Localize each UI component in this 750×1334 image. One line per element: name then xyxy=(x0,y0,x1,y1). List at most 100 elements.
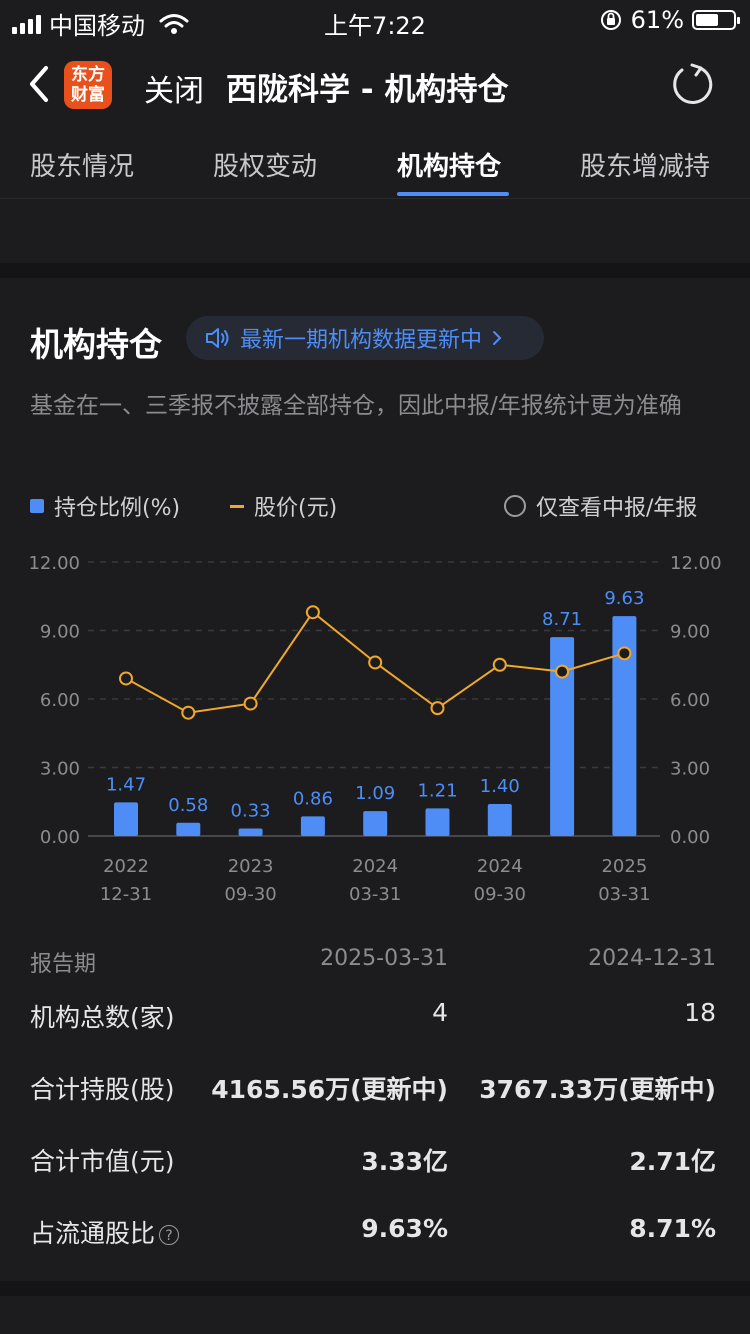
section-title: 机构持仓 xyxy=(30,325,162,364)
bar-value-label: 1.09 xyxy=(355,783,395,804)
legend-price: 股价(元) xyxy=(230,490,337,522)
institutional-holdings-card: 机构持仓 最新一期机构数据更新中 基金在一、三季报不披露全部持仓，因此中报/年报… xyxy=(0,278,750,1281)
row-col1: 4 xyxy=(432,998,448,1027)
description-text: 基金在一、三季报不披露全部持仓，因此中报/年报统计更为准确 xyxy=(30,393,682,419)
price-point xyxy=(492,657,507,672)
row-col2: 3767.33万(更新中) xyxy=(479,1075,716,1104)
tab-equity-changes[interactable]: 股权变动 xyxy=(213,152,318,182)
refresh-icon[interactable] xyxy=(670,62,714,106)
row-label-with-info: 占流通股比? xyxy=(30,1214,180,1250)
bar xyxy=(612,616,637,836)
price-point xyxy=(430,701,445,716)
bar xyxy=(238,828,263,836)
y-tick-label-right: 3.00 xyxy=(670,759,710,780)
x-tick-year: 2024 xyxy=(352,856,398,877)
legend-bar-swatch xyxy=(30,499,44,513)
y-tick-label-left: 9.00 xyxy=(40,622,80,643)
header-label: 报告期 xyxy=(30,952,97,977)
x-tick-date: 09-30 xyxy=(224,884,276,905)
row-col2: 2.71亿 xyxy=(629,1147,716,1176)
legend-holding-ratio: 持仓比例(%) xyxy=(30,490,180,522)
active-tab-indicator xyxy=(397,192,509,196)
table-row: 合计持股(股) 4165.56万(更新中) 3767.33万(更新中) xyxy=(30,1070,720,1110)
legend-line-label: 股价(元) xyxy=(254,496,338,521)
filter-toggle[interactable]: 仅查看中报/年报 xyxy=(504,490,697,522)
filter-label: 仅查看中报/年报 xyxy=(536,496,698,521)
y-tick-label-right: 9.00 xyxy=(670,622,710,643)
table-row: 机构总数(家) 4 18 xyxy=(30,998,720,1038)
tab-shareholders[interactable]: 股东情况 xyxy=(30,152,135,182)
bar xyxy=(363,811,388,836)
bar-value-label: 1.21 xyxy=(417,780,457,801)
bar xyxy=(550,637,575,836)
price-point xyxy=(368,655,383,670)
app-logo: 东方 财富 xyxy=(64,61,112,109)
bar xyxy=(176,822,201,836)
header-col1: 2025-03-31 xyxy=(320,946,448,971)
notice-text: 最新一期机构数据更新中 xyxy=(240,328,483,353)
row-label: 合计市值(元) xyxy=(30,1147,175,1176)
logo-line-1: 东方 xyxy=(71,65,105,85)
nav-bar: 东方 财富 关闭 西陇科学 - 机构持仓 xyxy=(0,42,750,128)
bar xyxy=(300,816,325,836)
row-col1: 4165.56万(更新中) xyxy=(211,1075,448,1104)
bar-value-label: 1.47 xyxy=(106,774,146,795)
status-right: 61% xyxy=(599,6,740,34)
bar xyxy=(487,804,512,836)
legend-line-swatch xyxy=(230,504,244,508)
y-tick-label-left: 6.00 xyxy=(40,690,80,711)
x-tick-year: 2024 xyxy=(477,856,523,877)
close-button[interactable]: 关闭 xyxy=(144,74,204,109)
price-point xyxy=(305,605,320,620)
logo-line-2: 财富 xyxy=(71,85,105,105)
y-tick-label-right: 6.00 xyxy=(670,690,710,711)
back-chevron-icon[interactable] xyxy=(24,62,54,106)
row-label: 机构总数(家) xyxy=(30,1003,175,1032)
wifi-icon xyxy=(159,13,189,34)
orientation-lock-icon xyxy=(600,10,621,30)
price-point xyxy=(555,664,570,679)
table-row: 合计市值(元) 3.33亿 2.71亿 xyxy=(30,1142,720,1182)
status-left: 中国移动 xyxy=(12,6,189,41)
legend-bar-label: 持仓比例(%) xyxy=(54,496,181,521)
row-col1: 3.33亿 xyxy=(361,1147,448,1176)
x-tick-year: 2025 xyxy=(601,856,647,877)
row-col2: 18 xyxy=(684,998,716,1027)
bar xyxy=(114,802,138,836)
row-col2: 8.71% xyxy=(629,1214,716,1243)
row-label: 合计持股(股) xyxy=(30,1075,175,1104)
table-header: 报告期 2025-03-31 2024-12-31 xyxy=(30,946,720,986)
page-title: 西陇科学 - 机构持仓 xyxy=(226,72,509,108)
tab-institutional-holdings[interactable]: 机构持仓 xyxy=(397,152,502,182)
bar-value-label: 9.63 xyxy=(604,588,644,609)
price-point xyxy=(181,705,196,720)
tab-shareholder-changes[interactable]: 股东增减持 xyxy=(580,152,711,182)
bar-value-label: 1.40 xyxy=(480,776,520,797)
bar-value-label: 0.58 xyxy=(168,795,208,816)
row-label: 占流通股比 xyxy=(30,1219,156,1248)
carrier-name: 中国移动 xyxy=(49,12,145,40)
battery-percent: 61% xyxy=(630,6,684,34)
price-point xyxy=(617,646,632,661)
bar-value-label: 0.86 xyxy=(293,788,333,809)
update-notice-button[interactable]: 最新一期机构数据更新中 xyxy=(186,316,544,360)
x-tick-date: 03-31 xyxy=(598,884,650,905)
row-col1: 9.63% xyxy=(361,1214,448,1243)
radio-icon[interactable] xyxy=(504,495,526,517)
header-col2: 2024-12-31 xyxy=(588,946,716,971)
x-tick-date: 03-31 xyxy=(349,884,401,905)
x-tick-date: 12-31 xyxy=(100,884,152,905)
chevron-right-icon xyxy=(493,331,502,345)
y-tick-label-right: 0.00 xyxy=(670,827,710,848)
x-tick-date: 09-30 xyxy=(474,884,526,905)
holdings-chart: 12.00 12.00 9.00 9.00 6.00 6.00 3.00 3.00 0.00 0.… xyxy=(28,553,721,905)
info-icon[interactable]: ? xyxy=(159,1225,180,1245)
y-tick-label-left: 12.00 xyxy=(28,553,80,574)
bar-value-label: 0.33 xyxy=(231,800,271,821)
table-row: 占流通股比? 9.63% 8.71% xyxy=(30,1214,720,1254)
bar xyxy=(425,808,450,836)
tab-bar: 股东情况 股权变动 机构持仓 股东增减持 xyxy=(0,128,750,199)
battery-icon xyxy=(692,10,740,30)
y-tick-label-left: 0.00 xyxy=(40,827,80,848)
bar-value-label: 8.71 xyxy=(542,609,582,630)
